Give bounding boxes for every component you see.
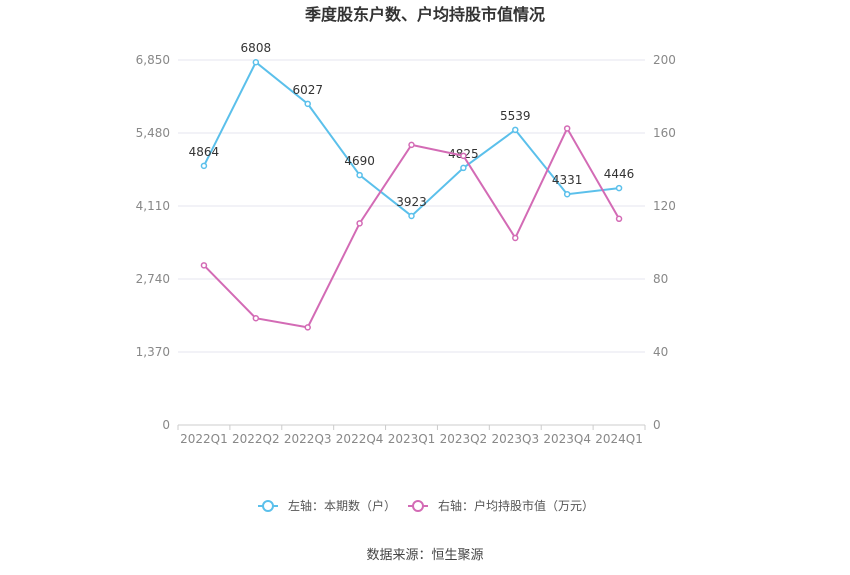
data-point	[512, 126, 519, 134]
legend[interactable]: 左轴：本期数（户） 右轴：户均持股市值（万元）	[258, 498, 594, 513]
legend-label: 右轴：户均持股市值（万元）	[438, 498, 594, 513]
left-tick-label: 0	[162, 418, 170, 432]
right-tick-label: 120	[653, 199, 676, 213]
data-label: 6027	[292, 83, 323, 97]
x-tick-label: 2024Q1	[595, 432, 643, 446]
x-tick-label: 2022Q4	[336, 432, 384, 446]
data-label: 4446	[604, 167, 635, 181]
data-point	[512, 234, 519, 242]
x-tick-label: 2023Q3	[491, 432, 539, 446]
data-point	[252, 314, 260, 322]
data-label: 3923	[396, 195, 427, 209]
right-tick-label: 200	[653, 53, 676, 67]
right-tick-label: 40	[653, 345, 668, 359]
data-point	[408, 212, 415, 220]
data-label: 4690	[344, 154, 375, 168]
data-label: 5539	[500, 109, 531, 123]
source-note: 数据来源：恒生聚源	[366, 548, 483, 563]
x-tick-label: 2023Q1	[388, 432, 436, 446]
legend-item-2[interactable]: 右轴：户均持股市值（万元）	[408, 498, 594, 513]
right-tick-label: 80	[653, 272, 668, 286]
data-point	[408, 141, 415, 149]
data-point	[304, 100, 311, 108]
series-1: 486468086027469039234825553943314446	[189, 41, 635, 220]
data-point	[252, 58, 260, 66]
legend-item-1[interactable]: 左轴：本期数（户）	[258, 498, 396, 513]
legend-marker-icon	[412, 500, 424, 512]
legend-label: 左轴：本期数（户）	[288, 498, 396, 513]
right-tick-label: 160	[653, 126, 676, 140]
x-tick-label: 2022Q1	[180, 432, 228, 446]
data-label: 6808	[241, 41, 272, 55]
series-layer: 486468086027469039234825553943314446	[189, 41, 635, 331]
left-tick-label: 6,850	[136, 53, 170, 67]
left-tick-label: 5,480	[136, 126, 170, 140]
data-label: 4331	[552, 173, 583, 187]
data-point	[563, 125, 571, 132]
chart-title: 季度股东户数、户均持股市值情况	[304, 5, 545, 24]
data-point	[563, 190, 571, 198]
right-axis-ticks: 0 40 80 120 160 200	[653, 53, 676, 432]
right-tick-label: 0	[653, 418, 661, 432]
legend-marker-icon	[262, 500, 274, 512]
series-line	[203, 126, 620, 329]
x-tick-label: 2022Q2	[232, 432, 280, 446]
data-point	[615, 184, 623, 192]
left-axis-ticks: 0 1,370 2,740 4,110 5,480 6,850	[136, 53, 170, 432]
data-point	[356, 171, 363, 179]
gridlines	[178, 59, 645, 426]
series-2	[200, 125, 623, 331]
data-point	[200, 262, 208, 269]
data-point	[200, 162, 208, 170]
data-point	[304, 324, 311, 331]
left-tick-label: 2,740	[136, 272, 170, 286]
data-point	[615, 215, 623, 223]
x-tick-label: 2022Q3	[284, 432, 332, 446]
data-point	[460, 164, 467, 172]
x-tick-label: 2023Q2	[440, 432, 488, 446]
series-line	[203, 60, 620, 218]
data-point	[356, 220, 363, 227]
data-point	[460, 152, 467, 160]
left-tick-label: 1,370	[136, 345, 170, 359]
x-axis: 2022Q1 2022Q2 2022Q3 2022Q4 2023Q1 2023Q2 2023…	[177, 425, 646, 446]
x-tick-label: 2023Q4	[543, 432, 591, 446]
data-label: 4864	[189, 145, 220, 159]
left-tick-label: 4,110	[136, 199, 170, 213]
